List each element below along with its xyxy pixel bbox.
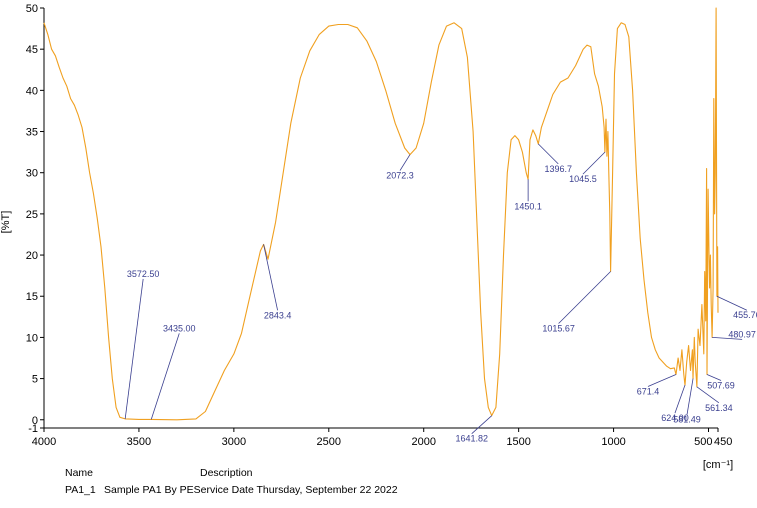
x-tick-label: 1000: [601, 436, 625, 448]
axes: [40, 7, 719, 432]
peak-label: 3435.00: [163, 323, 196, 333]
y-tick-label: 50: [26, 3, 38, 15]
x-tick-label: 450: [714, 436, 732, 448]
peak-label: 581.49: [673, 415, 701, 425]
y-tick-label: 5: [32, 374, 38, 386]
spectrum-line: [43, 7, 719, 421]
peak-leader-line: [399, 154, 411, 171]
peak-labels: 3572.50 3435.00 2843.4 2072.3 1641.82 1450.1 1…: [124, 143, 757, 444]
peak-label: 507.69: [707, 380, 735, 390]
y-tick-label: 15: [26, 291, 38, 303]
x-tick-label: 1500: [506, 436, 530, 448]
peak-leader-line: [558, 271, 611, 324]
peak-label: 3572.50: [127, 269, 160, 279]
x-tick-label: 2500: [317, 436, 341, 448]
peak-leader-line: [150, 333, 180, 420]
peak-leader-line: [706, 374, 722, 381]
tick-labels: -10 5 10 15 20 25 30 35 40 45 50 4000 3500 3000 2500 20…: [26, 3, 733, 448]
peak-label: 480.97: [728, 329, 756, 339]
series-layer: [43, 7, 719, 421]
peak-leader-line: [471, 415, 492, 434]
peak-label: 1015.67: [542, 324, 575, 334]
peak-leader-line: [674, 385, 686, 414]
peak-label: 1396.7: [544, 164, 572, 174]
y-tick-label: 40: [26, 85, 38, 97]
peak-leader-line: [696, 386, 720, 404]
y-tick-label: 35: [26, 127, 38, 139]
caption-row-name: PA1_1: [65, 484, 96, 496]
peak-label: 455.76: [733, 310, 757, 320]
peak-label: 671.4: [637, 386, 660, 396]
peak-label: 1045.5: [569, 174, 597, 184]
peak-label: 624.00: [661, 413, 689, 423]
caption-name-header: Name: [65, 467, 94, 479]
peak-leader-line: [263, 244, 278, 311]
y-tick-label: 25: [26, 209, 38, 221]
y-tick-label: 20: [26, 250, 38, 262]
x-axis-label: [cm⁻¹]: [703, 459, 733, 471]
peak-label: 2843.4: [264, 310, 292, 320]
peak-label: 1450.1: [514, 201, 542, 211]
y-tick-label: -1: [28, 423, 38, 435]
caption-row-description: Sample PA1 By PEService Date Thursday, S…: [104, 484, 398, 496]
peak-label: 2072.3: [386, 171, 414, 181]
caption-description-header: Description: [200, 467, 253, 479]
y-tick-label: 30: [26, 168, 38, 180]
y-tick-label: 10: [26, 332, 38, 344]
peak-leader-line: [686, 378, 694, 415]
y-tick-label: 0: [32, 415, 38, 427]
peak-leader-line: [582, 151, 606, 175]
y-tick-label: 45: [26, 44, 38, 56]
y-axis-label: [%T]: [0, 211, 12, 234]
x-tick-label: 2000: [411, 436, 435, 448]
x-tick-label: 500: [694, 436, 712, 448]
x-tick-label: 3000: [222, 436, 246, 448]
peak-leader-line: [647, 374, 677, 387]
x-tick-label: 4000: [32, 436, 56, 448]
x-tick-label: 3500: [127, 436, 151, 448]
peak-label: 1641.82: [455, 434, 488, 444]
peak-leader-line: [712, 337, 743, 340]
peak-label: 561.34: [705, 403, 733, 413]
peak-leader-line: [124, 278, 144, 419]
peak-leader-line: [537, 143, 559, 165]
peak-leader-line: [716, 295, 748, 311]
